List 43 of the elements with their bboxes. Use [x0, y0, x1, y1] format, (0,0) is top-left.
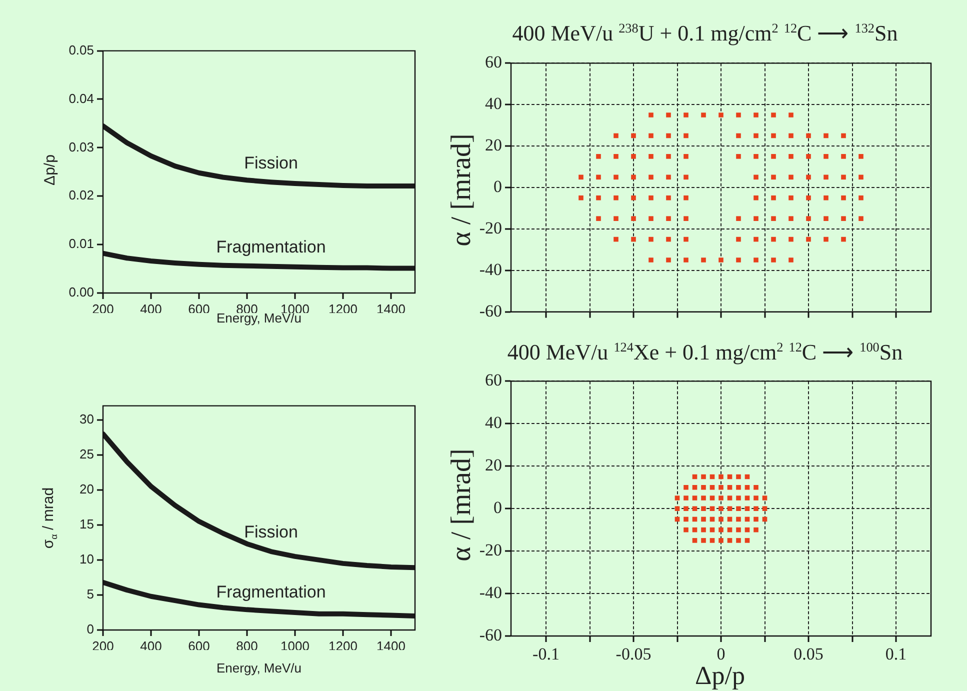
series-label: Fragmentation — [216, 238, 326, 257]
y-tick-label: 40 — [485, 94, 502, 114]
y-tick-label: -20 — [479, 540, 502, 560]
series-label: Fragmentation — [216, 582, 326, 602]
x-axis-title: Δp/p — [695, 661, 745, 690]
chart-title: 400 MeV/u $^{238}$U + 0.1 mg/cm$^{2}$ $^{12}$C ⟶ $^{132}$Sn — [512, 20, 898, 46]
chart-title: 400 MeV/u $^{124}$Xe + 0.1 mg/cm$^{2}$ $^{12}$C ⟶ $^{100}$Sn — [507, 339, 903, 365]
y-tick-label: 0.01 — [68, 236, 94, 252]
y-tick-label: 25 — [80, 446, 94, 462]
x-tick-label: 0 — [716, 644, 726, 664]
y-tick-label: 0.00 — [68, 284, 94, 300]
y-tick-label: 5 — [86, 586, 94, 602]
x-tick-label: -0.05 — [616, 644, 652, 664]
y-tick-label: 0.04 — [68, 90, 94, 106]
y-tick-label: 0.05 — [68, 42, 94, 58]
y-tick-label: 20 — [485, 136, 502, 155]
y-tick-label: 20 — [485, 456, 502, 475]
y-tick-label: 10 — [80, 552, 94, 567]
x-tick-label: 0.1 — [885, 644, 907, 664]
y-tick-label: 60 — [485, 370, 502, 390]
y-tick-label: -40 — [479, 260, 502, 279]
y-axis-title: α / [mrad] — [446, 134, 477, 246]
x-tick-label: -0.1 — [532, 644, 560, 664]
y-axis-title: Δp/p — [42, 154, 58, 186]
y-tick-label: 0.03 — [68, 139, 94, 154]
y-tick-label: -20 — [479, 218, 502, 238]
y-tick-label: 20 — [80, 481, 94, 496]
y-tick-label: 60 — [485, 52, 502, 72]
y-tick-label: -60 — [479, 301, 502, 320]
series-label: Fission — [244, 153, 298, 172]
y-tick-label: 0.02 — [68, 188, 94, 203]
y-tick-label: 40 — [485, 413, 502, 432]
x-axis-title: Energy, MeV/u — [216, 660, 302, 676]
x-tick-label: 0.05 — [794, 644, 824, 664]
y-tick-label: 0 — [494, 498, 502, 518]
series-label: Fission — [244, 522, 298, 542]
y-tick-label: 15 — [80, 516, 94, 532]
y-tick-label: 0 — [86, 622, 94, 637]
y-tick-label: 30 — [80, 411, 94, 426]
y-tick-label: -60 — [479, 625, 502, 644]
y-tick-label: 0 — [494, 176, 502, 196]
y-tick-label: -40 — [479, 583, 502, 602]
y-axis-title: α / [mrad] — [446, 448, 477, 562]
